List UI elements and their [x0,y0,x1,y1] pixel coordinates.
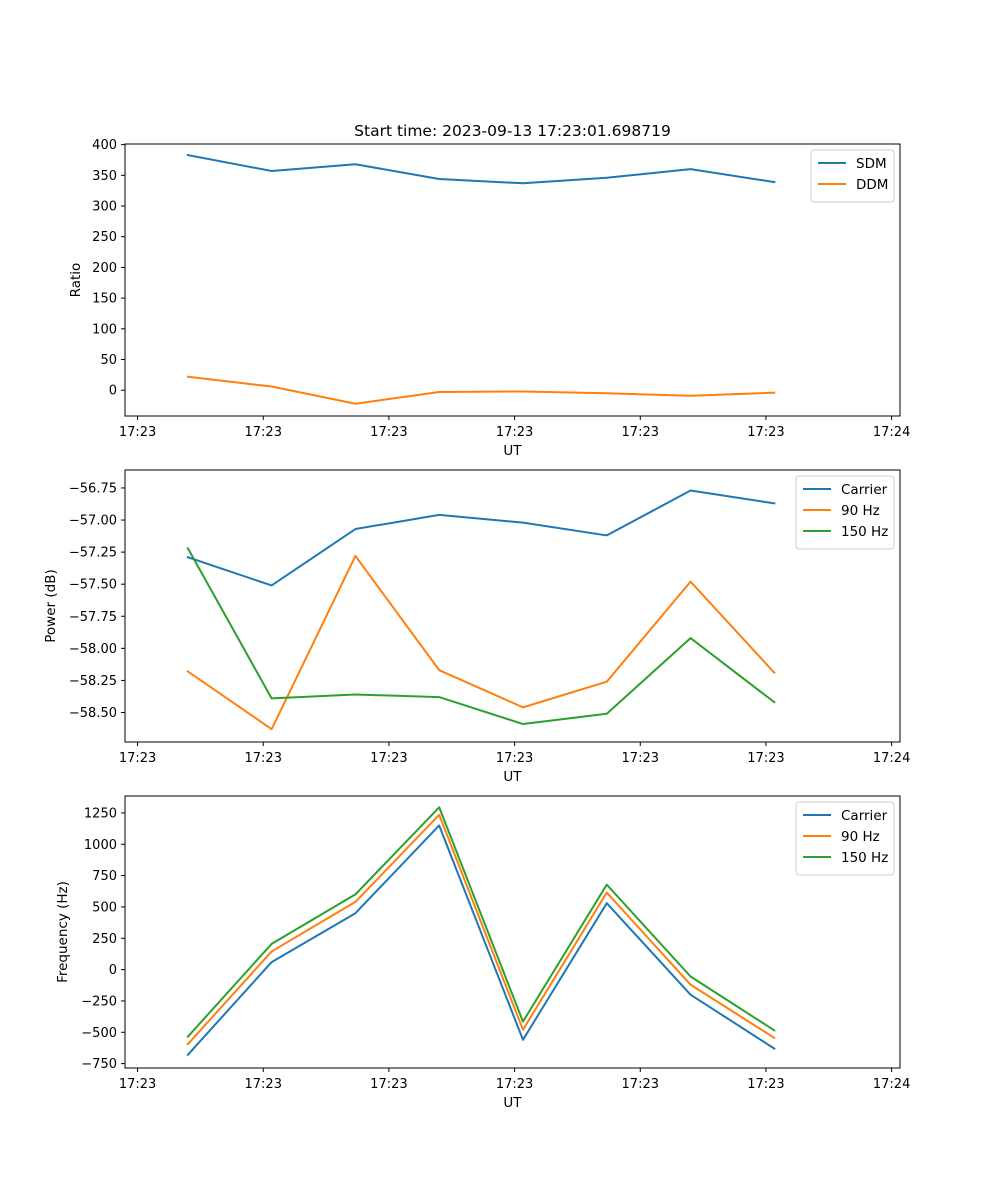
plot-frame-ratio [124,143,901,417]
series-line-ratio-1 [186,375,776,405]
y-tick-label-power: −57.75 [69,610,117,625]
legend-label-power-0: Carrier [841,482,888,498]
x-tick-label-power: 17:23 [747,751,784,766]
y-tick-label-power: −58.00 [69,642,117,657]
legend-label-power-1: 90 Hz [841,503,880,519]
y-tick-label-ratio: 350 [92,169,117,184]
x-tick-label-ratio: 17:23 [119,425,156,440]
x-tick-label-frequency: 17:23 [496,1077,533,1092]
x-tick-label-power: 17:23 [496,751,533,766]
x-tick-label-ratio: 17:24 [873,425,910,440]
x-tick-label-frequency: 17:23 [622,1077,659,1092]
axes-power: 17:23 17:23 17:23 17:23 17:23 17:23 17:24 −58.5… [43,469,910,785]
y-axis-label-frequency: Frequency (Hz) [55,881,71,983]
y-tick-label-frequency: 1250 [84,806,117,821]
y-tick-label-frequency: −250 [81,994,117,1009]
series-line-frequency-2 [186,806,776,1039]
y-tick-label-ratio: 100 [92,322,117,337]
y-tick-label-ratio: 250 [92,230,117,245]
legend-label-ratio-1: DDM [856,177,888,193]
y-tick-label-frequency: −500 [81,1026,117,1041]
series-line-power-0 [186,489,776,587]
y-tick-label-power: −57.00 [69,514,117,529]
x-tick-label-frequency: 17:23 [245,1077,282,1092]
y-tick-label-ratio: 0 [109,384,117,399]
series-line-power-2 [186,546,776,726]
y-axis-label-power: Power (dB) [43,569,59,642]
y-tick-label-ratio: 300 [92,200,117,215]
y-tick-label-ratio: 50 [100,353,117,368]
x-axis-label-power: UT [503,769,522,785]
y-tick-label-power: −57.50 [69,578,117,593]
x-tick-label-frequency: 17:23 [747,1077,784,1092]
y-tick-label-ratio: 200 [92,261,117,276]
x-tick-label-frequency: 17:23 [119,1077,156,1092]
x-axis-label-ratio: UT [503,443,522,459]
series-line-power-1 [186,554,776,731]
axes-frequency: 17:23 17:23 17:23 17:23 17:23 17:23 17:24 −750 −… [55,795,910,1111]
y-tick-label-frequency: 0 [109,963,117,978]
plot-frame-power [124,469,901,743]
legend-power: Carrier 90 Hz 150 Hz [795,475,895,550]
x-tick-label-power: 17:23 [245,751,282,766]
legend-frequency: Carrier 90 Hz 150 Hz [795,801,895,876]
y-tick-label-power: −58.50 [69,706,117,721]
x-tick-label-frequency: 17:24 [873,1077,910,1092]
y-tick-label-power: −56.75 [69,481,117,496]
x-tick-label-ratio: 17:23 [245,425,282,440]
legend-label-frequency-0: Carrier [841,808,888,824]
y-tick-label-power: −58.25 [69,674,117,689]
x-tick-label-power: 17:23 [622,751,659,766]
x-tick-label-ratio: 17:23 [370,425,407,440]
y-tick-label-frequency: 750 [92,869,117,884]
x-tick-label-power: 17:23 [119,751,156,766]
series-line-frequency-1 [186,813,776,1046]
x-tick-label-power: 17:23 [370,751,407,766]
y-tick-label-power: −57.25 [69,546,117,561]
x-tick-label-ratio: 17:23 [622,425,659,440]
y-tick-label-ratio: 150 [92,292,117,307]
axes-ratio: 17:23 17:23 17:23 17:23 17:23 17:23 17:24 0 50 10… [68,138,910,459]
y-tick-label-frequency: −750 [81,1057,117,1072]
series-line-ratio-0 [186,153,776,185]
legend-label-power-2: 150 Hz [841,524,888,540]
legend-label-ratio-0: SDM [856,156,887,172]
legend-label-frequency-2: 150 Hz [841,850,888,866]
y-tick-label-frequency: 1000 [84,838,117,853]
x-tick-label-power: 17:24 [873,751,910,766]
y-tick-label-frequency: 500 [92,900,117,915]
y-tick-label-ratio: 400 [92,138,117,153]
x-axis-label-frequency: UT [503,1095,522,1111]
y-tick-label-frequency: 250 [92,932,117,947]
y-axis-label-ratio: Ratio [68,263,84,298]
x-tick-label-frequency: 17:23 [370,1077,407,1092]
x-tick-label-ratio: 17:23 [496,425,533,440]
legend-label-frequency-1: 90 Hz [841,829,880,845]
chart-title: Start time: 2023-09-13 17:23:01.698719 [354,122,671,140]
plot-frame-frequency [124,795,901,1069]
series-line-frequency-0 [186,824,776,1057]
x-tick-label-ratio: 17:23 [747,425,784,440]
legend-ratio: SDM DDM [810,149,895,203]
